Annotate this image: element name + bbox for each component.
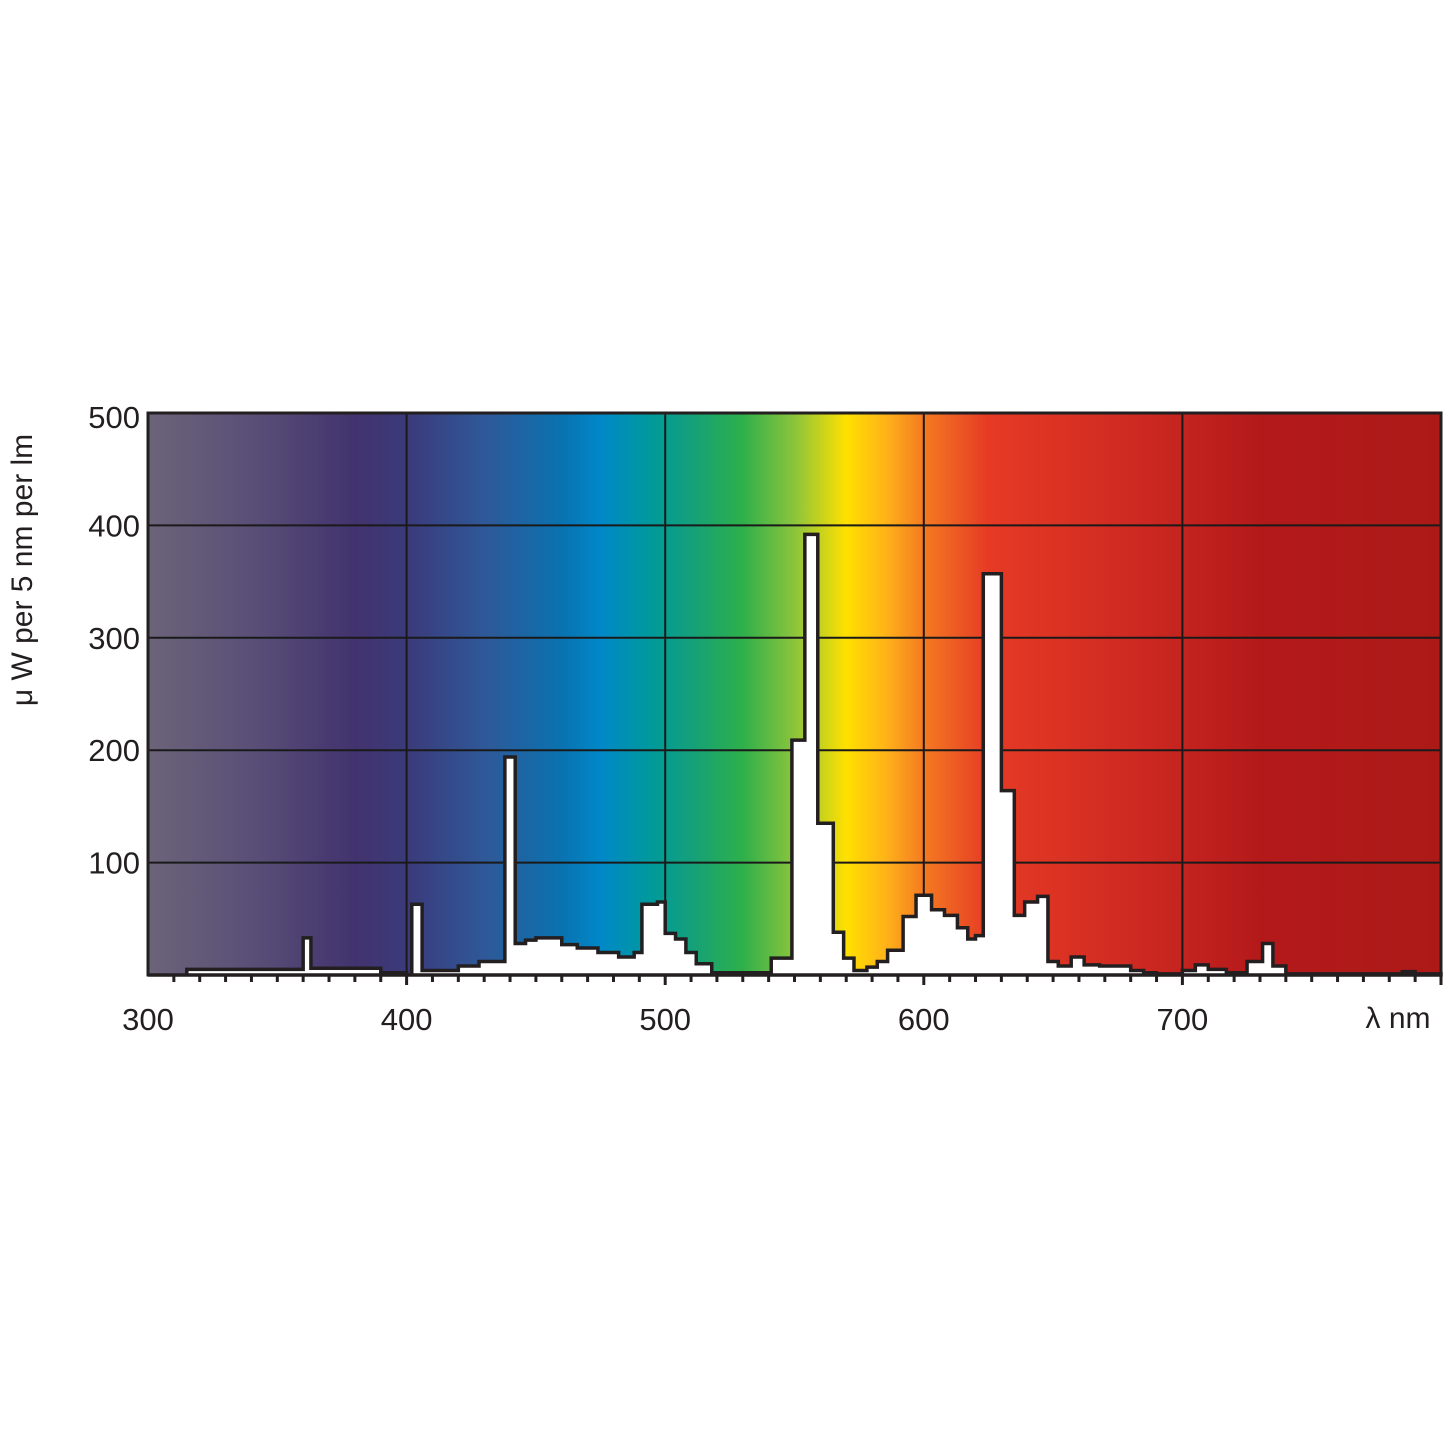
y-tick-label: 400 <box>88 508 140 543</box>
y-tick-label: 500 <box>88 400 140 435</box>
x-tick-label: 600 <box>898 1002 950 1037</box>
y-tick-labels: 100 200 300 400 500 <box>88 400 140 881</box>
x-minor-ticks <box>172 975 1443 985</box>
y-tick-label: 100 <box>88 846 140 881</box>
y-tick-label: 300 <box>88 621 140 656</box>
x-tick-label: 500 <box>639 1002 691 1037</box>
x-tick-label: 700 <box>1157 1002 1209 1037</box>
x-tick-label: 300 <box>122 1002 174 1037</box>
x-tick-labels: 300 400 500 600 700 <box>122 1002 1208 1037</box>
y-axis-title: μ W per 5 nm per lm <box>6 434 39 706</box>
y-tick-label: 200 <box>88 733 140 768</box>
x-tick-label: 400 <box>381 1002 433 1037</box>
x-axis-title: λ nm <box>1365 1002 1430 1035</box>
